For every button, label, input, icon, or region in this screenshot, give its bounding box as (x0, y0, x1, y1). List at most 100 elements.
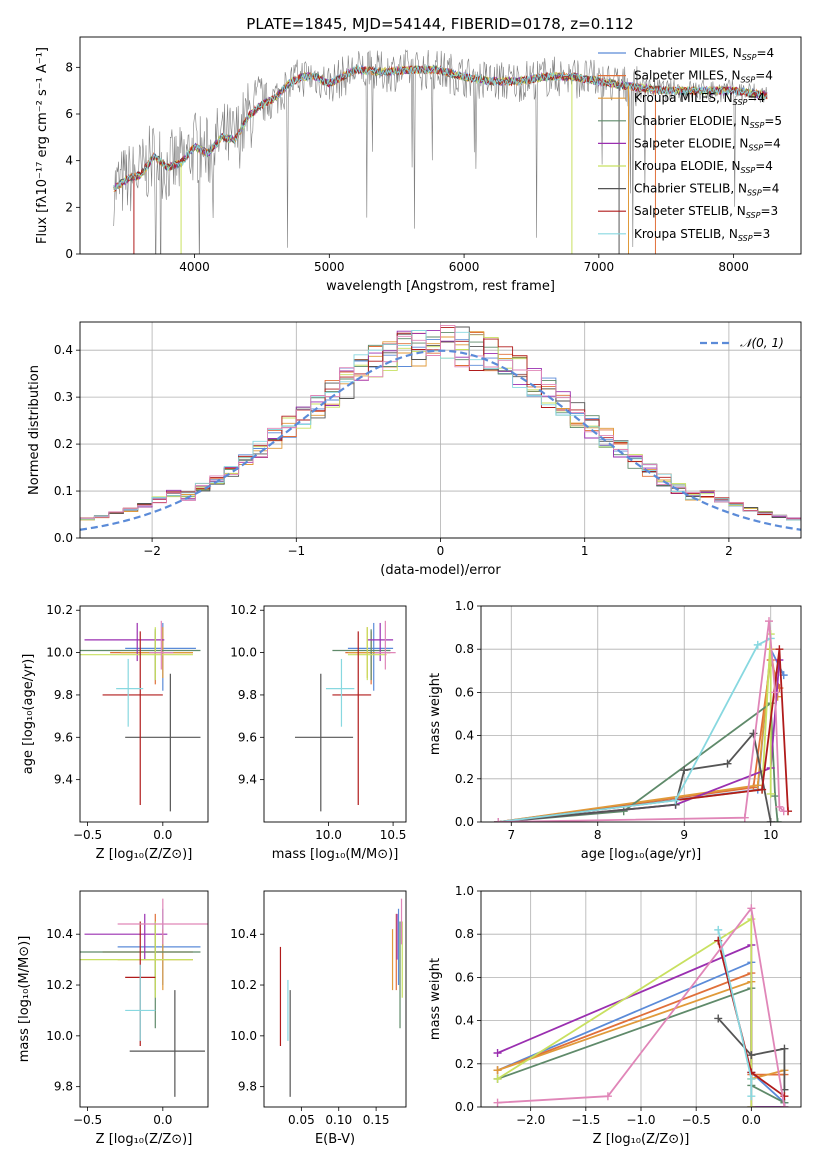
x-axis-label: age [log₁₀(age/yr)] (581, 847, 702, 862)
data-point (84, 622, 165, 662)
plot-area (113, 49, 768, 254)
x-tick-label: 0.0 (742, 1113, 761, 1127)
weight-line (497, 906, 786, 1107)
legend-suffix: =4 (755, 159, 773, 173)
weight-marker (771, 688, 780, 697)
weight-line (497, 917, 753, 1107)
weight-series (494, 617, 788, 822)
weight-marker (753, 781, 762, 790)
weight-line (498, 637, 772, 822)
weight-marker (747, 915, 756, 924)
y-tick-label: 10.2 (46, 978, 73, 992)
legend-suffix: =3 (753, 227, 771, 241)
legend-subscript: SSP (748, 143, 763, 152)
plot-area (494, 617, 793, 822)
plot-area (80, 324, 801, 531)
y-tick-label: 10.0 (230, 646, 257, 660)
x-tick-label: −0.5 (73, 828, 102, 842)
weight-marker (775, 802, 784, 811)
data-point (347, 627, 387, 681)
x-axis-label: Z [log₁₀(Z/Z⊙)] (593, 1132, 690, 1147)
gaussian-curve (80, 349, 801, 531)
panel-7: −2.0 −1.5 −1.0 −0.5 0.0 0.0 0.2 0.4 0.6 0.8 1.0 Z [… (428, 884, 802, 1147)
panel-3: 10.0 10.5 9.4 9.6 9.8 10.0 10.2 mass [log₁₀(M/M… (230, 603, 406, 862)
axes-frame (480, 890, 802, 1108)
plot-area (80, 620, 201, 812)
y-tick-label: 10.4 (230, 927, 257, 941)
weight-marker (765, 617, 773, 626)
x-tick-label: 0.0 (153, 1113, 172, 1127)
legend-suffix: =3 (760, 204, 778, 218)
weight-series (494, 630, 775, 822)
y-tick-label: 9.8 (238, 1080, 257, 1094)
weight-marker (775, 645, 784, 654)
data-point (125, 622, 196, 691)
weight-series (714, 925, 756, 1101)
y-tick-label: 10.2 (230, 603, 257, 617)
legend-suffix: =5 (764, 114, 782, 128)
data-point (102, 631, 163, 806)
y-tick-label: 0.0 (54, 531, 73, 545)
y-tick-label: 10.0 (230, 1029, 257, 1043)
legend-label: Kroupa ELODIE, NSSP=4 (634, 159, 773, 175)
legend-suffix: =4 (755, 69, 773, 83)
data-point (125, 673, 201, 812)
x-tick-label: 5000 (314, 260, 345, 274)
y-tick-label: 4 (65, 154, 73, 168)
weight-marker (747, 1092, 756, 1101)
x-tick-label: 6000 (449, 260, 480, 274)
axes-frame (263, 605, 407, 823)
axes-frame (79, 890, 209, 1108)
legend-label: Chabrier STELIB, NSSP=4 (634, 182, 779, 198)
y-tick-label: 0.8 (455, 927, 474, 941)
legend-suffix: =4 (762, 182, 780, 196)
y-tick-label: 0.6 (455, 970, 474, 984)
weight-marker (747, 1051, 756, 1060)
data-point (129, 990, 205, 1097)
x-tick-label: 7000 (584, 260, 615, 274)
y-tick-label: 0.2 (455, 772, 474, 786)
y-tick-label: 0.4 (54, 343, 73, 357)
y-tick-label: 1.0 (455, 884, 474, 898)
legend-name: Chabrier MILES, N (634, 46, 742, 60)
y-tick-label: 9.4 (54, 773, 73, 787)
weight-marker (714, 925, 723, 934)
y-tick-label: 10.2 (46, 603, 73, 617)
weight-series (494, 699, 782, 822)
x-tick-label: 10 (763, 828, 778, 842)
y-tick-label: 0.3 (54, 390, 73, 404)
data-point (84, 913, 168, 960)
panel-5: −0.5 0.0 9.8 10.0 10.2 10.4 Z [log₁₀(Z/Z⊙)] mas… (17, 890, 209, 1147)
x-tick-label: 0 (437, 544, 445, 558)
panel-4: 7 8 9 10 0.0 0.2 0.4 0.6 0.8 1.0 age [log₁₀(age/yr… (428, 599, 802, 862)
y-tick-label: 0.0 (455, 815, 474, 829)
y-axis-label: Flux [fλ10⁻¹⁷ erg cm⁻² s⁻¹ A⁻¹] (35, 47, 50, 244)
x-tick-label: 10.5 (380, 828, 407, 842)
x-tick-label: 10.0 (315, 828, 342, 842)
legend-label: 𝒩(0, 1) (740, 336, 784, 350)
weight-series (714, 1014, 789, 1094)
y-axis-label: Normed distribution (27, 365, 42, 495)
y-tick-label: 0.6 (455, 685, 474, 699)
weight-marker (740, 813, 749, 822)
weight-line (498, 620, 785, 822)
weight-marker (747, 1103, 756, 1107)
weight-marker (723, 759, 732, 768)
legend-subscript: SSP (741, 166, 756, 175)
legend-subscript: SSP (741, 76, 756, 85)
weight-marker (493, 1098, 502, 1107)
legend-suffix: =4 (763, 136, 781, 150)
y-tick-label: 0.2 (54, 437, 73, 451)
x-axis-label: Z [log₁₀(Z/Z⊙)] (96, 847, 193, 862)
y-tick-label: 9.8 (238, 688, 257, 702)
weight-series (494, 634, 775, 822)
x-axis-label: mass [log₁₀(M/M⊙)] (272, 847, 399, 862)
x-tick-label: 0.05 (288, 1113, 315, 1127)
x-tick-label: 9 (680, 828, 688, 842)
model-line (113, 65, 768, 192)
y-tick-label: 1.0 (455, 599, 474, 613)
data-point (347, 622, 394, 691)
data-point (116, 658, 144, 727)
x-tick-label: 0.15 (363, 1113, 390, 1127)
data-point (80, 627, 193, 681)
